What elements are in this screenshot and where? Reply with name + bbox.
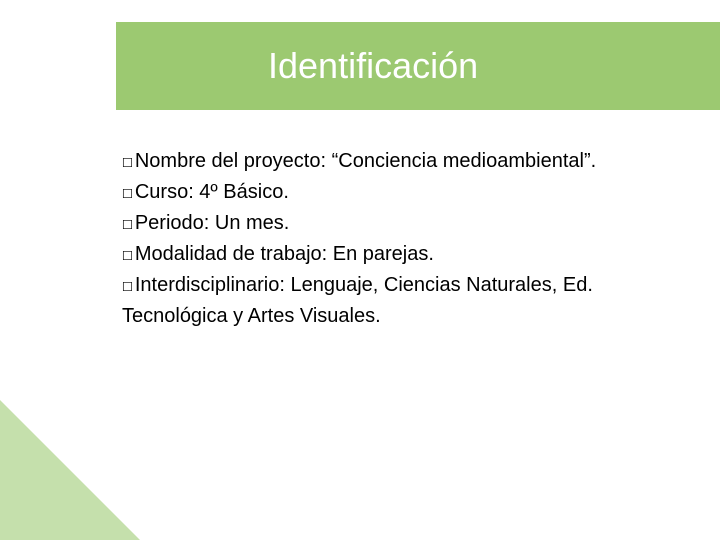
slide-title: Identificación	[268, 45, 478, 87]
corner-decoration	[0, 400, 140, 540]
list-item-text: Interdisciplinario: Lenguaje, Ciencias N…	[122, 274, 593, 327]
bullet-icon: ☐	[122, 181, 133, 208]
list-item-text: Periodo: Un mes.	[135, 212, 290, 234]
list-item: ☐Curso: 4º Básico.	[122, 177, 682, 208]
bullet-icon: ☐	[122, 150, 133, 177]
bullet-icon: ☐	[122, 243, 133, 270]
list-item: ☐Periodo: Un mes.	[122, 208, 682, 239]
content-area: ☐Nombre del proyecto: “Conciencia medioa…	[122, 146, 682, 331]
title-bar: Identificación	[116, 22, 720, 110]
list-item: ☐Interdisciplinario: Lenguaje, Ciencias …	[122, 270, 682, 331]
bullet-icon: ☐	[122, 274, 133, 301]
bullet-icon: ☐	[122, 212, 133, 239]
list-item-text: Nombre del proyecto: “Conciencia medioam…	[135, 150, 596, 172]
list-item-text: Modalidad de trabajo: En parejas.	[135, 243, 434, 265]
list-item: ☐Nombre del proyecto: “Conciencia medioa…	[122, 146, 682, 177]
list-item: ☐Modalidad de trabajo: En parejas.	[122, 239, 682, 270]
list-item-text: Curso: 4º Básico.	[135, 181, 289, 203]
